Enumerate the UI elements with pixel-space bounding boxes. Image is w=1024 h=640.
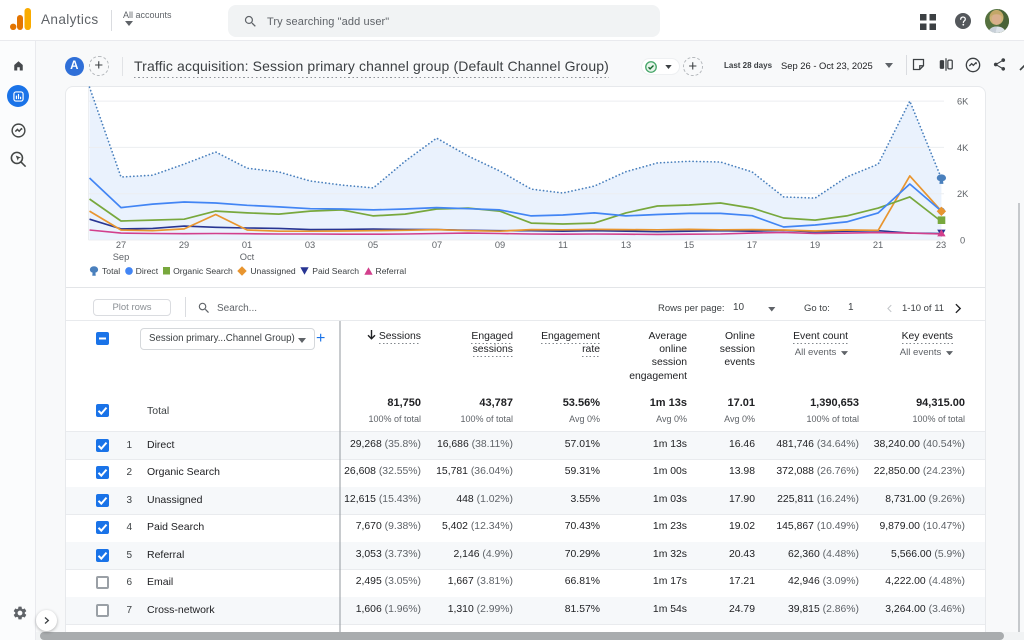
svg-text:27: 27 <box>116 240 126 250</box>
svg-text:Sep: Sep <box>113 252 130 262</box>
svg-text:19: 19 <box>810 240 820 250</box>
svg-text:4K: 4K <box>957 143 969 153</box>
svg-text:23: 23 <box>936 240 946 250</box>
svg-text:07: 07 <box>432 240 442 250</box>
svg-text:03: 03 <box>305 240 315 250</box>
svg-text:29: 29 <box>179 240 189 250</box>
svg-text:13: 13 <box>621 240 631 250</box>
svg-text:11: 11 <box>558 240 568 250</box>
svg-text:6K: 6K <box>957 97 969 107</box>
svg-text:2K: 2K <box>957 189 969 199</box>
svg-text:15: 15 <box>684 240 694 250</box>
svg-text:17: 17 <box>747 240 757 250</box>
svg-text:21: 21 <box>873 240 883 250</box>
svg-text:09: 09 <box>495 240 505 250</box>
svg-text:01: 01 <box>242 240 252 250</box>
svg-text:0: 0 <box>960 236 965 246</box>
svg-text:05: 05 <box>368 240 378 250</box>
svg-text:Oct: Oct <box>240 252 255 262</box>
